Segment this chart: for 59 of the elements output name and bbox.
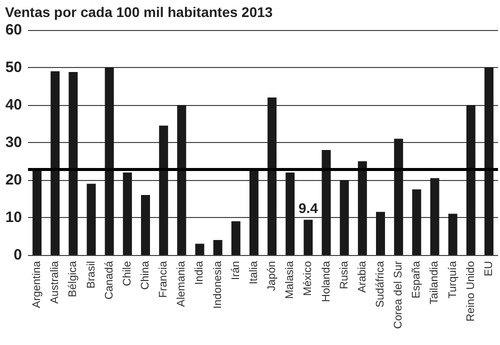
bar — [104, 68, 114, 255]
bar — [376, 212, 385, 255]
x-tick-label: Irán — [230, 261, 242, 280]
chart-title: Ventas por cada 100 mil habitantes 2013 — [5, 4, 273, 20]
y-tick-label: 40 — [5, 96, 22, 114]
bar — [122, 172, 132, 255]
bar — [484, 68, 494, 255]
bar — [304, 220, 313, 255]
bar — [231, 221, 240, 255]
x-tick-label: India — [194, 260, 206, 285]
x-tick-label: Bélgica — [67, 260, 80, 298]
bar — [213, 240, 222, 255]
bar — [466, 105, 476, 255]
bar — [412, 189, 422, 255]
bar — [340, 180, 349, 255]
bar — [358, 161, 367, 255]
x-tick-label: Argentina — [31, 260, 44, 308]
y-tick-label: 0 — [14, 246, 22, 264]
x-tick-label: Chile — [121, 261, 134, 286]
y-tick-label: 50 — [5, 59, 22, 76]
y-tick-label: 20 — [5, 172, 22, 188]
bar — [448, 214, 458, 255]
x-tick-label: Corea del Sur — [392, 260, 405, 329]
x-tick-label: Francia — [158, 260, 170, 298]
bar — [286, 172, 295, 255]
bar — [159, 126, 168, 255]
x-tick-label: México — [302, 261, 314, 296]
y-tick-label: 60 — [5, 22, 22, 38]
x-tick-label: Italia — [248, 260, 260, 284]
bar — [322, 150, 331, 255]
bar — [195, 244, 204, 255]
bar — [394, 138, 404, 255]
x-tick-label: Turquía — [446, 260, 459, 299]
x-tick-label: Indonesia — [212, 260, 224, 309]
y-tick-label: 10 — [5, 209, 22, 226]
x-tick-label: Holanda — [320, 260, 332, 302]
bar — [430, 178, 440, 255]
x-tick-label: Australia — [49, 260, 62, 304]
x-tick-label: Canadá — [103, 260, 116, 300]
bar — [68, 72, 78, 255]
x-tick-label: China — [140, 260, 152, 290]
x-tick-label: Alemania — [176, 260, 188, 307]
x-tick-label: España — [410, 260, 423, 298]
bar — [141, 195, 150, 255]
x-tick-label: Malasia — [284, 260, 296, 299]
x-tick-label: Japón — [266, 261, 278, 291]
y-tick-label: 30 — [5, 134, 22, 151]
bar — [268, 98, 277, 255]
x-tick-label: Sudáfrica — [374, 260, 386, 308]
x-tick-label: Rusia — [338, 260, 350, 290]
bar — [50, 71, 60, 255]
data-label: 9.4 — [298, 200, 318, 216]
x-tick-label: Brasil — [85, 261, 98, 289]
x-tick-label: Arabia — [356, 260, 368, 293]
bar — [86, 184, 96, 255]
x-tick-label: Tailandia — [428, 260, 441, 304]
x-tick-label: Reino Unido — [464, 261, 477, 322]
x-tick-label: EU — [482, 260, 495, 276]
bar — [177, 105, 186, 255]
